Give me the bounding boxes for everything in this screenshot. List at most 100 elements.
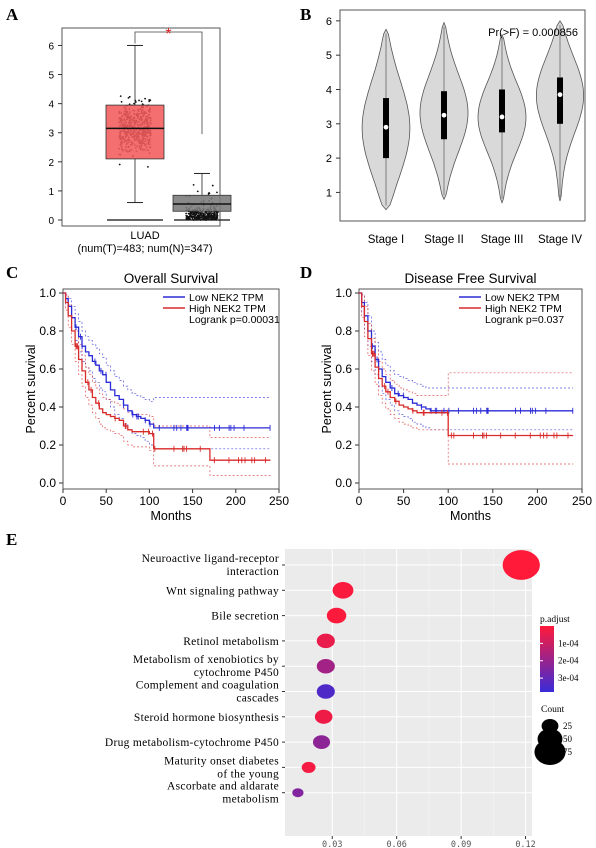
x-axis-label: Months <box>151 509 192 523</box>
jitter-point <box>211 217 214 220</box>
x-tick-label: Stage IV <box>538 234 582 246</box>
violin-median <box>383 124 389 130</box>
term-label: metabolism <box>222 794 279 806</box>
jitter-point <box>147 165 149 168</box>
jitter-point <box>192 184 195 186</box>
jitter-point <box>211 212 214 215</box>
size-legend-dot <box>534 739 566 765</box>
jitter-point <box>134 101 137 103</box>
x-tick-label: 100 <box>438 494 458 508</box>
jitter-point <box>187 217 190 220</box>
logrank-annotation: Logrank p=0.037 <box>485 314 564 326</box>
panel-letter-b: B <box>300 5 311 24</box>
term-label: interaction <box>227 566 279 578</box>
jitter-point <box>128 95 131 98</box>
x-tick-label: 0.09 <box>451 840 471 848</box>
y-tick-label: 0.0 <box>335 476 352 490</box>
ci-lower <box>63 292 271 476</box>
panel-d-frame <box>358 288 583 490</box>
y-tick-label: 6 <box>326 16 332 28</box>
x-tick-label: Stage III <box>481 234 524 246</box>
survival-curve-high <box>63 292 271 461</box>
x-tick-label: 150 <box>483 494 503 508</box>
violin-median <box>499 114 505 120</box>
term-label: cytochrome P450 <box>194 667 279 679</box>
jitter-point <box>215 216 218 219</box>
jitter-point <box>120 100 123 103</box>
significance-star: * <box>165 26 171 43</box>
jitter-point <box>187 216 190 218</box>
y-tick-label: 0.2 <box>335 438 352 452</box>
y-tick-label: 0.2 <box>39 438 56 452</box>
y-tick-label: 0.6 <box>335 362 352 376</box>
size-legend-label: 75 <box>563 747 573 757</box>
x-tick-label: 250 <box>269 494 289 508</box>
jitter-point <box>211 184 214 187</box>
jitter-point <box>210 217 213 220</box>
y-tick-label: 0.8 <box>39 324 56 338</box>
color-legend-label: 2e-04 <box>558 656 579 666</box>
jitter-point <box>127 96 130 99</box>
jitter-point <box>212 215 215 217</box>
panel-letter-d: D <box>300 263 312 282</box>
ci-upper <box>359 292 574 389</box>
legend-label: Low NEK2 TPM <box>189 292 264 304</box>
y-tick-label: 5 <box>326 50 332 62</box>
jitter-point <box>144 97 147 100</box>
ci-lower <box>359 292 574 465</box>
jitter-point <box>200 212 202 215</box>
color-legend-label: 1e-04 <box>558 638 579 648</box>
size-legend-title: Count <box>541 705 565 715</box>
violin-median <box>441 112 447 118</box>
x-tick-label: Stage II <box>424 234 464 246</box>
jitter-point <box>213 212 216 214</box>
x-tick-label: 250 <box>572 494 592 508</box>
term-label: Retinol metabolism <box>183 636 279 648</box>
jitter-point <box>185 212 187 215</box>
y-tick-label: 0.0 <box>39 476 56 490</box>
y-axis-label: Percent survival <box>24 345 38 434</box>
term-dot <box>316 658 335 674</box>
jitter-point <box>185 214 188 217</box>
x-tick-label: 0 <box>60 494 67 508</box>
term-dot <box>316 633 335 649</box>
panel-letter-c: C <box>6 263 18 282</box>
term-dot <box>332 581 354 599</box>
term-dot <box>326 607 347 624</box>
term-label: of the young <box>217 768 279 780</box>
term-label: Maturity onset diabetes <box>164 755 279 767</box>
term-label: Metabolism of xenobiotics by <box>133 654 279 666</box>
x-tick-label: 50 <box>397 494 411 508</box>
ci-upper <box>63 292 271 402</box>
x-axis-subtitle: (num(T)=483; num(N)=347) <box>77 243 212 255</box>
y-tick-label: 3 <box>326 119 332 131</box>
term-label: cascades <box>236 693 279 705</box>
significance-bracket <box>134 31 203 135</box>
legend-label: High NEK2 TPM <box>485 303 562 315</box>
size-legend-label: 50 <box>563 734 573 744</box>
term-dot <box>292 788 304 798</box>
x-tick-label: Stage I <box>368 234 404 246</box>
term-dot <box>316 684 335 699</box>
legend-label: High NEK2 TPM <box>189 303 266 315</box>
x-tick-label: 0.03 <box>322 840 342 848</box>
jitter-point <box>207 215 209 218</box>
y-tick-label: 5 <box>48 71 54 82</box>
jitter-point <box>197 212 200 214</box>
term-label: Steroid hormone biosynthesis <box>134 712 279 724</box>
jitter-point <box>206 212 208 215</box>
jitter-point <box>149 99 152 102</box>
jitter-point <box>193 216 196 219</box>
y-tick-label: 0 <box>48 216 54 227</box>
jitter-point <box>203 216 206 219</box>
term-label: Wnt signaling pathway <box>166 585 279 597</box>
x-tick-label: 0.12 <box>515 840 535 848</box>
jitter-point <box>210 214 213 217</box>
jitter-point <box>207 193 210 195</box>
jitter-point <box>119 95 122 98</box>
term-label: Drug metabolism-cytochrome P450 <box>105 737 279 749</box>
legend-label: Low NEK2 TPM <box>485 292 560 304</box>
term-label: Neuroactive ligand-receptor <box>142 553 279 565</box>
jitter-point <box>216 191 218 194</box>
